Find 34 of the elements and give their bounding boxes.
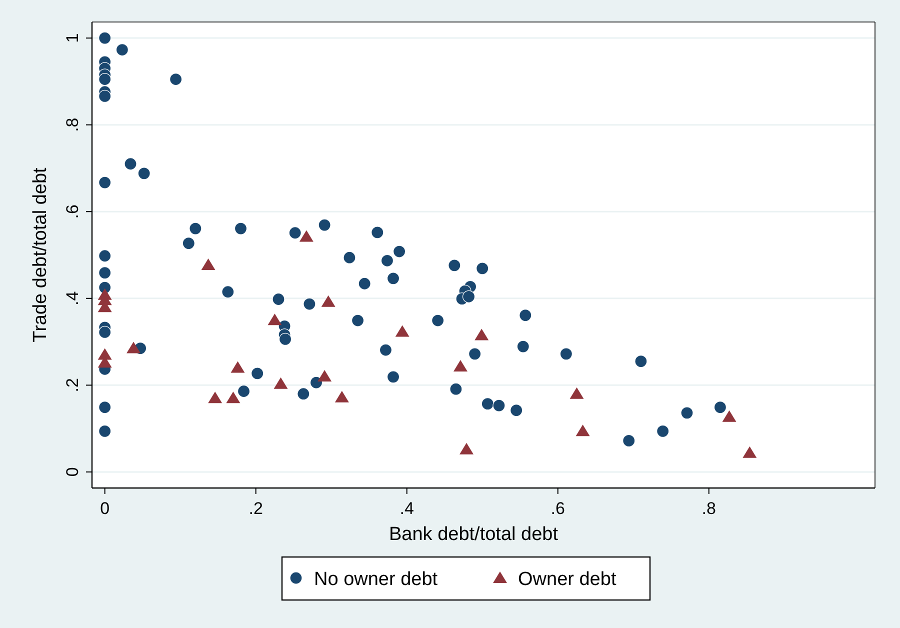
point (230, 361, 245, 373)
y-axis-title: Trade debt/total debt (30, 166, 51, 342)
point (474, 328, 489, 340)
point (321, 295, 336, 307)
point (274, 377, 288, 389)
y-tick-label: 1 (63, 33, 82, 43)
point (395, 325, 410, 337)
point (299, 230, 314, 242)
point (318, 370, 332, 382)
x-tick-label: .4 (400, 499, 414, 518)
point (742, 446, 757, 458)
point (453, 360, 468, 372)
point (576, 424, 590, 436)
point (334, 390, 349, 402)
x-tick-label: .8 (702, 499, 716, 518)
point (460, 442, 474, 454)
point (722, 410, 736, 422)
x-tick-label: .6 (550, 499, 565, 518)
x-tick-label: 0 (100, 499, 110, 518)
y-tick-label: .6 (63, 204, 82, 219)
x-tick-label: .2 (248, 499, 263, 518)
y-tick-label: .2 (63, 378, 82, 392)
point (208, 392, 222, 404)
point (226, 392, 240, 404)
point (570, 387, 584, 399)
x-axis-title: Bank debt/total debt (388, 524, 559, 545)
y-tick-label: .4 (63, 291, 82, 306)
y-tick-label: .8 (63, 118, 82, 132)
legend-label: Owner debt (518, 569, 617, 590)
legend-label: No owner debt (314, 569, 438, 590)
y-tick-label: 0 (63, 467, 82, 477)
point (126, 342, 141, 354)
point (268, 314, 282, 326)
point (201, 258, 216, 270)
